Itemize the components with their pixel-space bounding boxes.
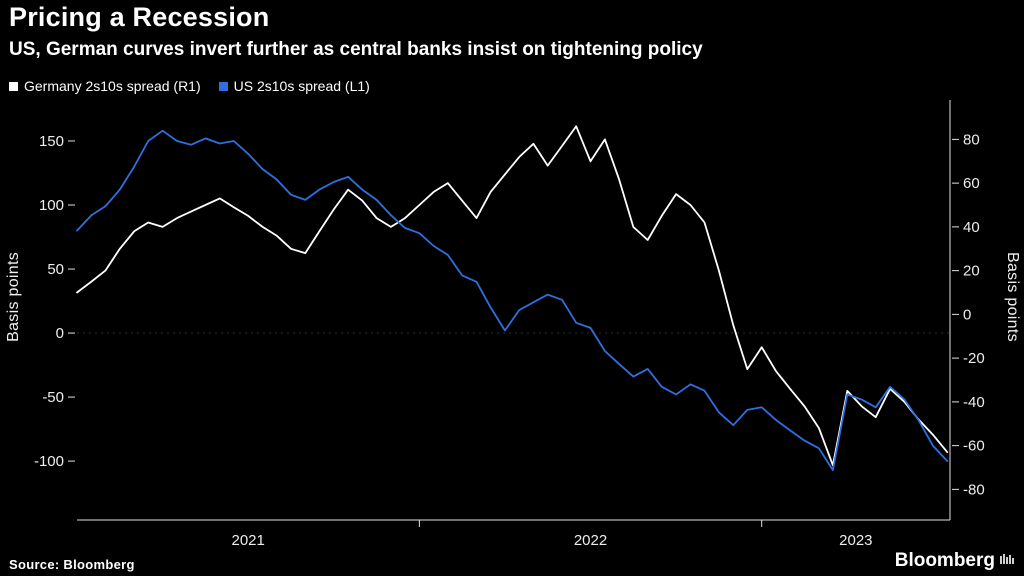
left-axis-tick-label: 150 xyxy=(39,133,64,150)
right-axis-tick-label: 0 xyxy=(963,306,971,323)
right-axis-tick-label: -20 xyxy=(963,350,985,367)
chart-subtitle: US, German curves invert further as cent… xyxy=(9,39,703,60)
legend-swatch-icon xyxy=(9,81,18,91)
left-axis-tick-label: -50 xyxy=(42,389,64,406)
chart-legend: Germany 2s10s spread (R1) US 2s10s spread… xyxy=(9,78,370,94)
right-axis-tick-label: -60 xyxy=(963,438,985,455)
left-axis-tick-label: -100 xyxy=(34,453,64,470)
right-axis-title: Basis points xyxy=(1004,252,1021,342)
x-axis-year-label: 2021 xyxy=(231,532,264,549)
legend-swatch-icon xyxy=(218,81,228,91)
bloomberg-mark-icon xyxy=(1000,550,1014,572)
source-credit: Source: Bloomberg xyxy=(9,557,135,572)
legend-item: US 2s10s spread (L1) xyxy=(218,78,370,94)
right-axis-tick-label: 80 xyxy=(963,131,980,148)
x-axis-year-label: 2023 xyxy=(839,532,872,549)
chart-title: Pricing a Recession xyxy=(9,2,270,32)
right-axis-tick-label: -40 xyxy=(963,394,985,411)
legend-item: Germany 2s10s spread (R1) xyxy=(9,78,201,94)
right-axis-tick-label: 20 xyxy=(963,263,980,280)
right-axis-tick-label: 40 xyxy=(963,219,980,236)
left-axis-tick-label: 0 xyxy=(56,325,64,342)
x-axis-year-label: 2022 xyxy=(574,532,607,549)
series-line-germany-2s10s xyxy=(76,125,949,467)
legend-label: Germany 2s10s spread (R1) xyxy=(24,78,201,94)
right-axis-tick-label: 60 xyxy=(963,175,980,192)
legend-label: US 2s10s spread (L1) xyxy=(233,78,370,94)
series-line-us-2s10s xyxy=(76,129,949,472)
right-axis-tick-label: -80 xyxy=(963,481,985,498)
left-axis-tick-label: 50 xyxy=(47,261,64,278)
bloomberg-wordmark: Bloomberg xyxy=(894,550,995,571)
bloomberg-logo: Bloomberg xyxy=(895,550,1014,572)
left-axis-tick-label: 100 xyxy=(39,197,64,214)
